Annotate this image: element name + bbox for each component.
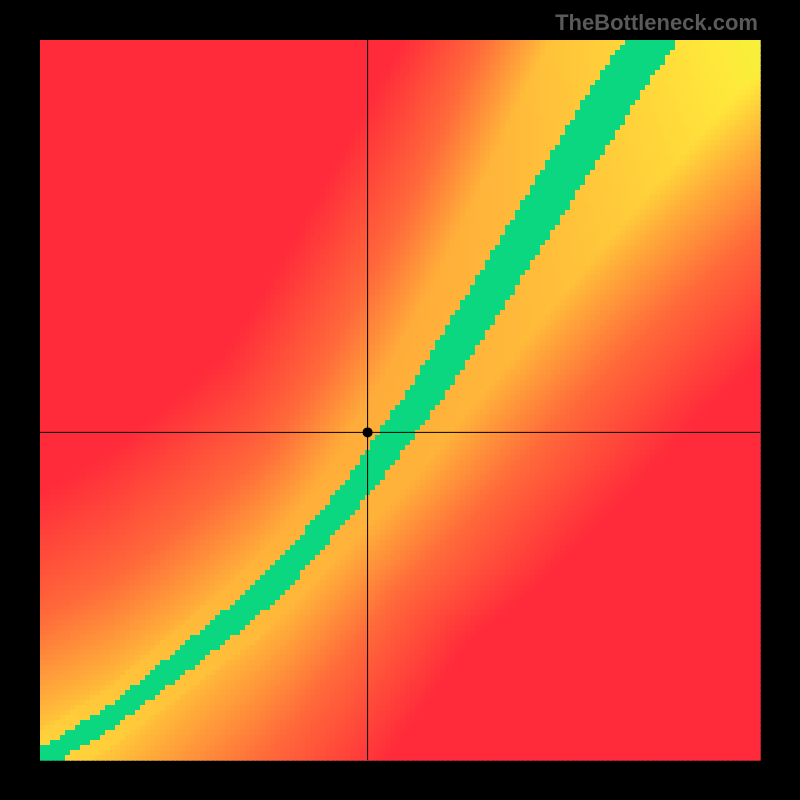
bottleneck-heatmap-container: TheBottleneck.com (0, 0, 800, 800)
watermark-text: TheBottleneck.com (555, 10, 758, 36)
heatmap-canvas (0, 0, 800, 800)
